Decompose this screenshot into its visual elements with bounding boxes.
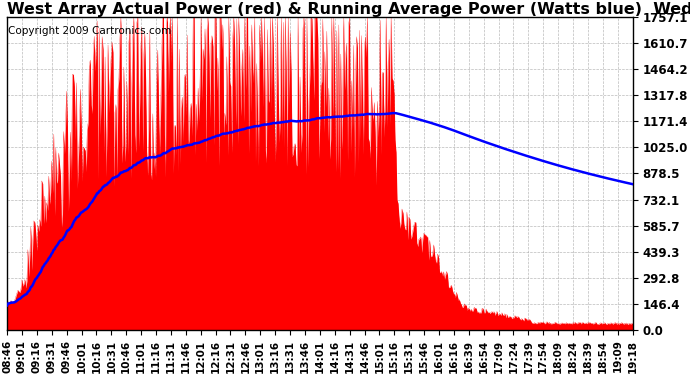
Text: Copyright 2009 Cartronics.com: Copyright 2009 Cartronics.com bbox=[8, 27, 171, 36]
Text: West Array Actual Power (red) & Running Average Power (Watts blue)  Wed Aug 19 1: West Array Actual Power (red) & Running … bbox=[7, 2, 690, 17]
